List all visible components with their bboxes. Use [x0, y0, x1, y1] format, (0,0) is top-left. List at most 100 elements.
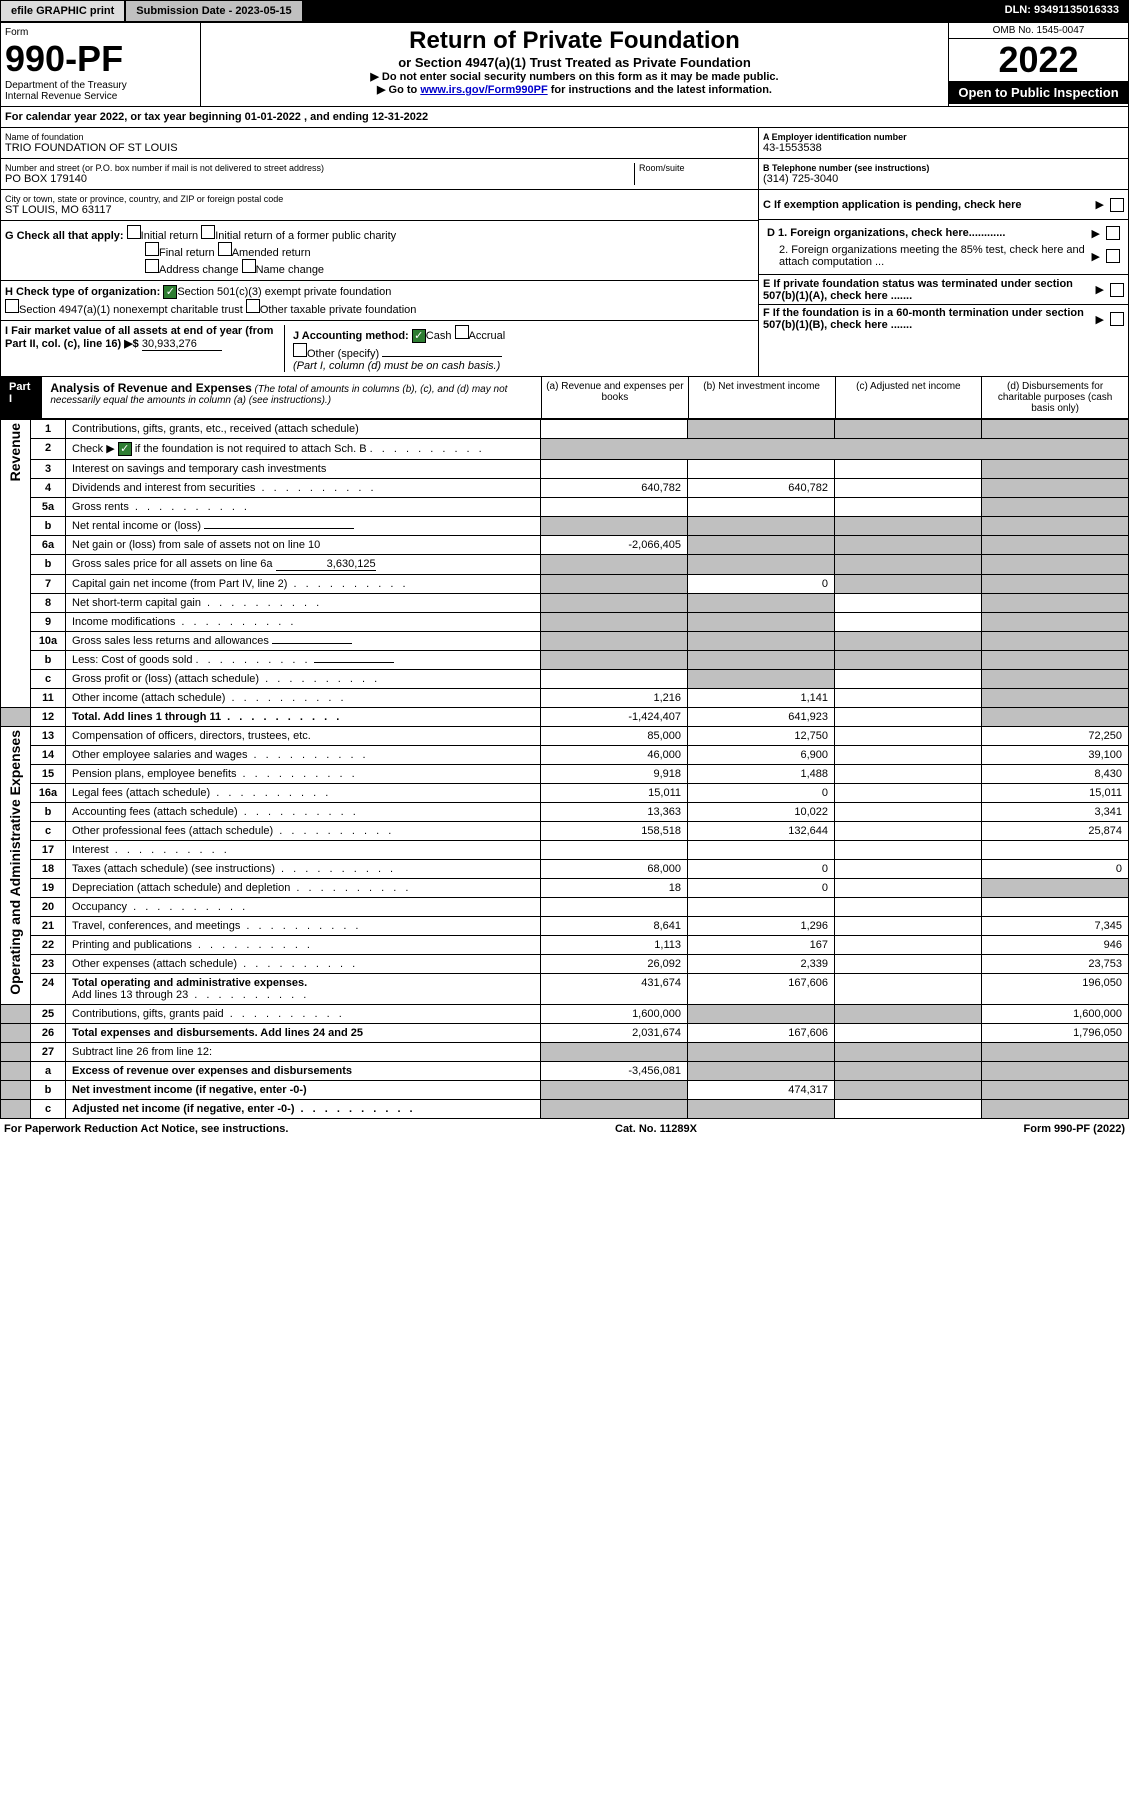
room-suite-label: Room/suite	[639, 163, 754, 173]
exemption-pending-checkbox[interactable]	[1110, 198, 1124, 212]
city-state-zip: ST LOUIS, MO 63117	[5, 204, 754, 216]
line-18: 18Taxes (attach schedule) (see instructi…	[1, 860, 1129, 879]
line-25: 25Contributions, gifts, grants paid1,600…	[1, 1005, 1129, 1024]
4947-checkbox[interactable]	[5, 299, 19, 313]
line-16c: cOther professional fees (attach schedul…	[1, 822, 1129, 841]
paperwork-notice: For Paperwork Reduction Act Notice, see …	[4, 1123, 288, 1135]
other-taxable-checkbox[interactable]	[246, 299, 260, 313]
efile-print-button[interactable]: efile GRAPHIC print	[0, 0, 125, 22]
line-23: 23Other expenses (attach schedule)26,092…	[1, 955, 1129, 974]
initial-former-checkbox[interactable]	[201, 225, 215, 239]
accrual-checkbox[interactable]	[455, 325, 469, 339]
line-11: 11Other income (attach schedule)1,2161,1…	[1, 689, 1129, 708]
line-6a: 6aNet gain or (loss) from sale of assets…	[1, 536, 1129, 555]
form-footer-label: Form 990-PF (2022)	[1024, 1123, 1125, 1135]
col-a-header: (a) Revenue and expenses per books	[541, 377, 688, 418]
line-4: 4Dividends and interest from securities6…	[1, 479, 1129, 498]
form-subtitle: or Section 4947(a)(1) Trust Treated as P…	[205, 55, 944, 70]
form-title-block: Return of Private Foundation or Section …	[201, 23, 948, 106]
line-2: 2Check ▶ if the foundation is not requir…	[1, 439, 1129, 460]
part1-table: Revenue1Contributions, gifts, grants, et…	[0, 419, 1129, 1119]
calendar-year-row: For calendar year 2022, or tax year begi…	[0, 107, 1129, 128]
line-10b: bLess: Cost of goods sold	[1, 651, 1129, 670]
60month-checkbox[interactable]	[1110, 312, 1124, 326]
foundation-name: TRIO FOUNDATION OF ST LOUIS	[5, 142, 754, 154]
line-22: 22Printing and publications1,113167946	[1, 936, 1129, 955]
line-7: 7Capital gain net income (from Part IV, …	[1, 575, 1129, 594]
inspection-label: Open to Public Inspection	[949, 81, 1128, 104]
section-c: C If exemption application is pending, c…	[759, 190, 1128, 220]
initial-return-checkbox[interactable]	[127, 225, 141, 239]
address-change-checkbox[interactable]	[145, 259, 159, 273]
form-header: Form 990-PF Department of the Treasury I…	[0, 22, 1129, 107]
section-g: G Check all that apply: Initial return I…	[1, 221, 758, 281]
other-method-checkbox[interactable]	[293, 343, 307, 357]
section-e: E If private foundation status was termi…	[759, 275, 1128, 305]
ein-cell: A Employer identification number 43-1553…	[759, 128, 1128, 159]
ein-value: 43-1553538	[763, 142, 1124, 154]
line-13: Operating and Administrative Expenses13C…	[1, 727, 1129, 746]
dln-label: DLN: 93491135016333	[995, 0, 1129, 22]
irs-link[interactable]: www.irs.gov/Form990PF	[420, 84, 547, 96]
catalog-number: Cat. No. 11289X	[615, 1123, 697, 1135]
line-10a: 10aGross sales less returns and allowanc…	[1, 632, 1129, 651]
form-title: Return of Private Foundation	[205, 27, 944, 55]
line-19: 19Depreciation (attach schedule) and dep…	[1, 879, 1129, 898]
foreign-org-checkbox[interactable]	[1106, 226, 1120, 240]
line-8: 8Net short-term capital gain	[1, 594, 1129, 613]
501c3-checkbox[interactable]	[163, 285, 177, 299]
line-16b: bAccounting fees (attach schedule)13,363…	[1, 803, 1129, 822]
line-10c: cGross profit or (loss) (attach schedule…	[1, 670, 1129, 689]
instruction-2: ▶ Go to www.irs.gov/Form990PF for instru…	[205, 83, 944, 96]
line-6b: bGross sales price for all assets on lin…	[1, 555, 1129, 575]
line-26: 26Total expenses and disbursements. Add …	[1, 1024, 1129, 1043]
submission-date-label: Submission Date - 2023-05-15	[125, 0, 302, 22]
page-footer: For Paperwork Reduction Act Notice, see …	[0, 1119, 1129, 1139]
department-label: Department of the Treasury	[5, 80, 196, 91]
form-number: 990-PF	[5, 38, 196, 80]
85pct-test-checkbox[interactable]	[1106, 249, 1120, 263]
top-bar: efile GRAPHIC print Submission Date - 20…	[0, 0, 1129, 22]
line-3: 3Interest on savings and temporary cash …	[1, 460, 1129, 479]
section-f: F If the foundation is in a 60-month ter…	[759, 305, 1128, 333]
address: PO BOX 179140	[5, 173, 634, 185]
section-h: H Check type of organization: Section 50…	[1, 281, 758, 321]
line-14: 14Other employee salaries and wages46,00…	[1, 746, 1129, 765]
revenue-label: Revenue	[7, 423, 23, 481]
irs-label: Internal Revenue Service	[5, 91, 196, 102]
tax-year: 2022	[949, 39, 1128, 81]
line-5b: bNet rental income or (loss)	[1, 517, 1129, 536]
foundation-name-cell: Name of foundation TRIO FOUNDATION OF ST…	[1, 128, 758, 159]
cash-checkbox[interactable]	[412, 329, 426, 343]
line-17: 17Interest	[1, 841, 1129, 860]
terminated-checkbox[interactable]	[1110, 283, 1124, 297]
line-27c: cAdjusted net income (if negative, enter…	[1, 1100, 1129, 1119]
year-block: OMB No. 1545-0047 2022 Open to Public In…	[948, 23, 1128, 106]
col-b-header: (b) Net investment income	[688, 377, 835, 418]
final-return-checkbox[interactable]	[145, 242, 159, 256]
form-id-block: Form 990-PF Department of the Treasury I…	[1, 23, 201, 106]
line-27a: aExcess of revenue over expenses and dis…	[1, 1062, 1129, 1081]
fmv-value: 30,933,276	[142, 338, 222, 351]
section-d: D 1. Foreign organizations, check here..…	[759, 220, 1128, 275]
entity-info: Name of foundation TRIO FOUNDATION OF ST…	[0, 128, 1129, 377]
city-cell: City or town, state or province, country…	[1, 190, 758, 221]
line-5a: 5aGross rents	[1, 498, 1129, 517]
address-cell: Number and street (or P.O. box number if…	[1, 159, 758, 190]
col-d-header: (d) Disbursements for charitable purpose…	[981, 377, 1128, 418]
part1-header-row: Part I Analysis of Revenue and Expenses …	[0, 377, 1129, 419]
omb-number: OMB No. 1545-0047	[949, 23, 1128, 39]
line-27b: bNet investment income (if negative, ent…	[1, 1081, 1129, 1100]
line-1: Revenue1Contributions, gifts, grants, et…	[1, 420, 1129, 439]
line-9: 9Income modifications	[1, 613, 1129, 632]
line-21: 21Travel, conferences, and meetings8,641…	[1, 917, 1129, 936]
line-12: 12Total. Add lines 1 through 11-1,424,40…	[1, 708, 1129, 727]
line-15: 15Pension plans, employee benefits9,9181…	[1, 765, 1129, 784]
amended-return-checkbox[interactable]	[218, 242, 232, 256]
form-label: Form	[5, 27, 196, 38]
name-change-checkbox[interactable]	[242, 259, 256, 273]
section-i-j: I Fair market value of all assets at end…	[1, 321, 758, 376]
schb-checkbox[interactable]	[118, 442, 132, 456]
phone-cell: B Telephone number (see instructions) (3…	[759, 159, 1128, 190]
col-c-header: (c) Adjusted net income	[835, 377, 982, 418]
